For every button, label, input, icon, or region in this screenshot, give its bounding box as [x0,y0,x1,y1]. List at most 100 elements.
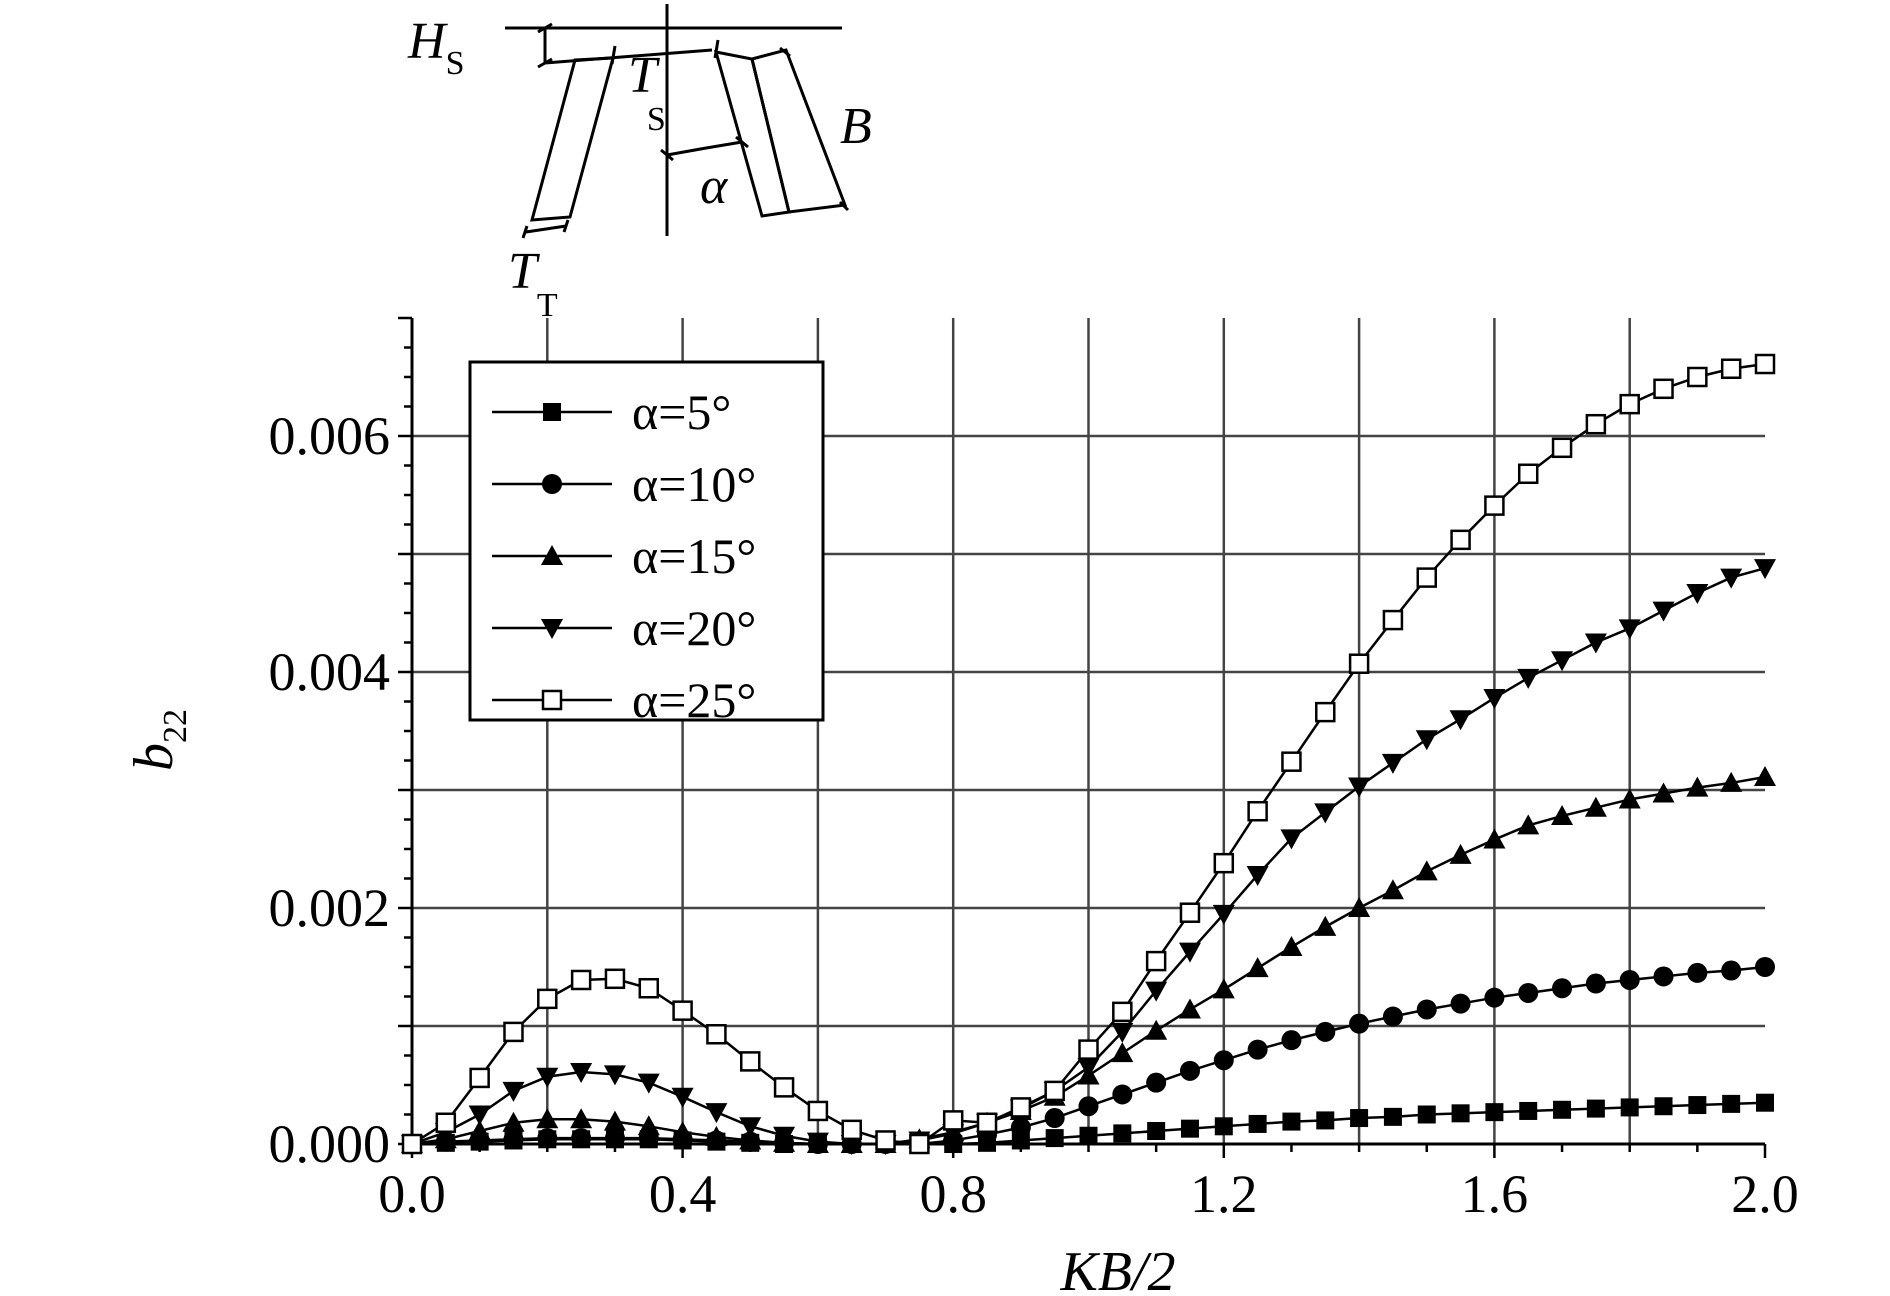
data-point [1518,982,1539,1003]
data-point [637,1115,660,1136]
data-point [1517,668,1540,689]
left-leg-outline [529,56,615,222]
data-point [468,1120,491,1141]
data-point [1280,829,1303,850]
data-point [1280,935,1303,956]
data-point [1316,1111,1335,1130]
data-point [637,1073,660,1094]
data-point [502,1081,525,1102]
data-point [571,1128,592,1149]
data-point [1653,378,1674,400]
data-point [1281,1030,1302,1051]
data-point [1282,1112,1301,1131]
data-point [1449,843,1472,864]
data-point [1483,828,1506,849]
data-point [1686,583,1709,604]
data-point [1315,1021,1336,1042]
data-point [1213,1050,1234,1071]
legend-item: α=15° [492,528,756,584]
data-point [1586,1099,1605,1118]
data-point [1314,803,1337,824]
data-point [1720,568,1743,589]
data-point [1754,353,1776,375]
x-tick-label: 0.8 [919,1164,987,1224]
data-point [570,1063,593,1084]
data-point [1146,1072,1167,1093]
data-point [1247,1039,1268,1060]
data-point [1045,1129,1064,1148]
y-axis-title: b22 [123,709,194,771]
data-point [638,977,660,999]
data-point [1618,619,1641,640]
data-point [1381,753,1404,774]
data-point [1349,1013,1370,1034]
data-point [1212,978,1235,999]
data-point [1350,1109,1369,1128]
data-point [1281,751,1302,772]
data-point [1381,879,1404,900]
data-point [1449,710,1472,731]
data-point [1722,1094,1741,1113]
data-point [1010,1097,1032,1118]
data-point [875,1130,896,1151]
data-point [1010,1117,1031,1138]
alpha-arc-ticks [660,135,749,162]
data-point [1179,902,1201,923]
data-point [469,1067,490,1089]
legend-label: α=20° [632,600,756,656]
data-point [570,969,592,991]
data-point [1721,960,1742,981]
data-point [536,1108,559,1129]
legend-marker [543,403,561,421]
x-tick-label: 0.4 [649,1164,717,1224]
data-point [502,1111,525,1132]
data-point [1652,782,1675,803]
data-point [1619,969,1640,990]
data-point [672,1000,693,1021]
data-point [1584,633,1607,654]
data-point [705,1125,728,1146]
legend-item: α=5° [492,384,731,440]
data-point [1212,904,1235,925]
data-point [570,1108,593,1129]
data-point [705,1103,728,1124]
data-series [401,353,1776,1155]
data-point [537,988,558,1010]
data-point [1415,730,1438,751]
legend-marker [541,689,563,711]
data-point [536,1067,559,1088]
label-tt: TT [508,243,558,324]
data-point [1179,1060,1200,1081]
data-point [1720,771,1743,792]
data-point [1484,987,1505,1008]
dimension-ts-mark [610,39,720,65]
data-point [1145,1019,1168,1040]
data-point [740,1051,761,1072]
label-hs: HS [407,13,464,82]
series-5 [401,353,1776,1155]
data-point [1519,1101,1538,1120]
data-point [1382,1006,1403,1027]
x-tick-label: 1.2 [1190,1164,1258,1224]
data-point [1451,1104,1470,1123]
data-point [1485,1103,1504,1122]
data-point [603,1065,626,1086]
data-point [1687,962,1708,983]
y-tick-label: 0.004 [269,642,391,702]
y-axis-title-main: b [123,743,185,771]
data-point [807,1100,829,1122]
data-point [1147,1122,1166,1141]
data-point [1585,973,1606,994]
data-point [1248,1114,1267,1133]
data-point [435,1112,457,1134]
dimension-tt-mark [521,219,570,239]
data-point [1654,1097,1673,1116]
data-point [1315,701,1336,723]
cross-section-diagram [505,4,850,239]
data-point [603,1110,626,1131]
x-tick-label: 0.0 [378,1164,446,1224]
legend-label: α=25° [632,672,756,728]
data-point [1079,1126,1098,1145]
